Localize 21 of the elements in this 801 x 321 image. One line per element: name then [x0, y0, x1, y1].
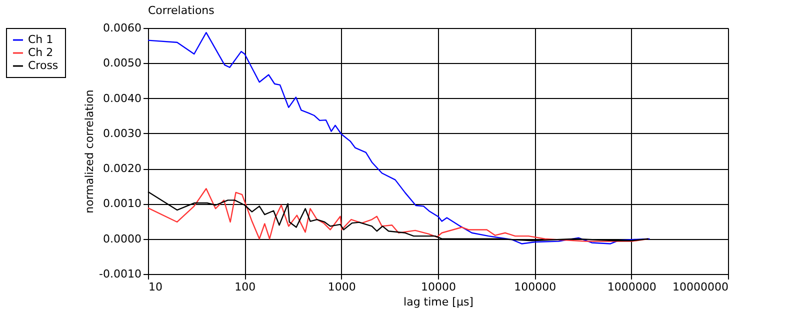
y-tick-label: 0.0010 [103, 197, 142, 210]
legend-label: Ch 1 [28, 33, 54, 46]
y-tick-label: 0.0020 [103, 162, 142, 176]
chart-title: Correlations [148, 4, 215, 17]
x-axis-title: lag time [µs] [404, 296, 474, 308]
y-tick-label: 0.0050 [103, 56, 142, 70]
x-tick-label: 1000000 [607, 280, 656, 294]
legend-label: Ch 2 [28, 46, 54, 59]
x-tick-label: 10000000 [672, 280, 728, 294]
y-tick-label: 0.0000 [103, 232, 142, 246]
x-tick-label: 10000 [421, 280, 456, 294]
x-tick-label: 1000 [328, 280, 356, 294]
x-tick-label: 10 [148, 280, 162, 294]
y-tick-label: 0.0040 [103, 92, 142, 105]
x-tick-label: 100 [234, 280, 256, 294]
y-tick-label: 0.0060 [103, 22, 142, 34]
y-tick-label: 0.0030 [103, 126, 142, 140]
y-axis-title: normalized correlation [83, 90, 96, 214]
legend-label: Cross [28, 59, 58, 72]
x-tick-label: 100000 [514, 280, 556, 294]
y-tick-label: -0.0010 [99, 268, 142, 280]
